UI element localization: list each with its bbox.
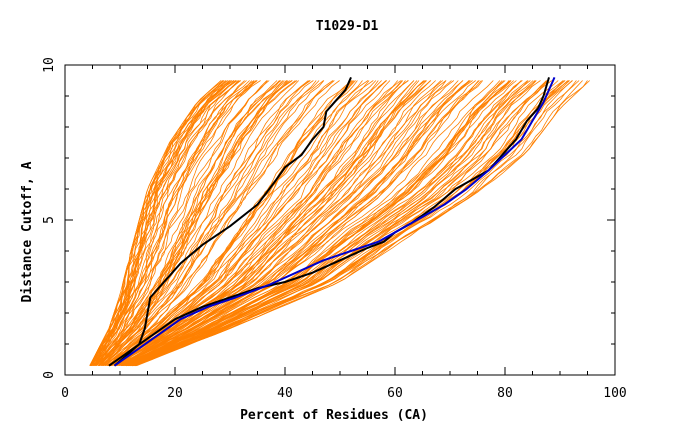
model-curve — [128, 80, 531, 367]
model-curve — [130, 80, 534, 367]
model-curve — [110, 80, 401, 367]
model-curve — [106, 80, 353, 367]
y-tick-label: 5 — [42, 216, 57, 224]
chart-title: T1029-D1 — [316, 19, 379, 34]
model-curve — [99, 80, 298, 366]
model-curve — [98, 80, 296, 366]
model-curve — [98, 80, 282, 366]
x-tick-label: 40 — [277, 386, 293, 401]
y-axis-label: Distance Cutoff, A — [20, 161, 35, 302]
model-curve — [132, 80, 559, 367]
x-tick-label: 20 — [167, 386, 183, 401]
model-curve — [95, 80, 268, 366]
model-curve — [132, 80, 573, 367]
model-curve — [94, 80, 253, 366]
model-curve — [89, 80, 225, 366]
model-curve — [93, 80, 257, 366]
model-curve — [103, 80, 317, 366]
model-curve — [91, 80, 247, 366]
model-curve — [111, 80, 382, 367]
model-curve — [128, 80, 522, 367]
model-curve — [104, 80, 340, 367]
model-curve — [100, 80, 325, 366]
model-curve — [105, 80, 335, 366]
model-curve — [110, 80, 379, 367]
model-curve — [99, 80, 284, 366]
model-curve — [91, 80, 235, 366]
highlight-series-line-3 — [113, 76, 556, 367]
model-curve — [96, 80, 270, 366]
y-tick-label: 10 — [42, 57, 57, 73]
model-curve — [90, 80, 231, 366]
model-curve — [116, 80, 426, 367]
model-curve — [125, 80, 505, 367]
model-curve — [121, 80, 459, 367]
y-tick-label: 0 — [42, 371, 57, 379]
x-tick-label: 60 — [387, 386, 403, 401]
model-curve — [121, 80, 480, 367]
background-models — [89, 80, 590, 367]
model-curve — [130, 80, 547, 367]
highlighted-series — [108, 76, 556, 367]
y-tick-labels: 0 5 10 — [42, 57, 57, 379]
model-curve — [124, 80, 501, 367]
model-curve — [130, 80, 541, 367]
model-curve — [107, 80, 363, 367]
model-curve — [103, 80, 320, 366]
model-curve — [127, 80, 529, 367]
x-tick-label: 80 — [497, 386, 513, 401]
model-curve — [122, 80, 476, 367]
model-curve — [91, 80, 239, 366]
x-axis-label: Percent of Residues (CA) — [240, 408, 428, 423]
model-curve — [96, 80, 261, 366]
model-curve — [107, 80, 374, 366]
model-curve — [117, 80, 424, 367]
model-curve — [115, 80, 420, 367]
model-curve — [106, 80, 377, 367]
model-curve — [94, 80, 281, 366]
model-curve — [90, 80, 222, 366]
model-curve — [108, 80, 358, 366]
model-curve — [129, 80, 522, 367]
model-curve — [128, 80, 511, 367]
x-tick-labels: 0 20 40 60 80 100 — [61, 386, 627, 401]
model-curve — [135, 80, 580, 367]
model-curve — [120, 80, 447, 367]
x-tick-label: 100 — [603, 386, 626, 401]
model-curve — [91, 80, 230, 366]
model-curve — [129, 80, 547, 367]
highlight-series-line-2 — [108, 77, 550, 367]
model-curve — [114, 80, 432, 367]
highlight-series-line-1 — [113, 76, 352, 367]
axis-ticks — [64, 64, 616, 376]
model-curve — [121, 80, 470, 367]
model-curve — [98, 80, 278, 366]
x-tick-label: 0 — [61, 386, 69, 401]
model-curve — [134, 80, 590, 367]
model-curve — [100, 80, 311, 366]
model-curve — [116, 80, 436, 367]
